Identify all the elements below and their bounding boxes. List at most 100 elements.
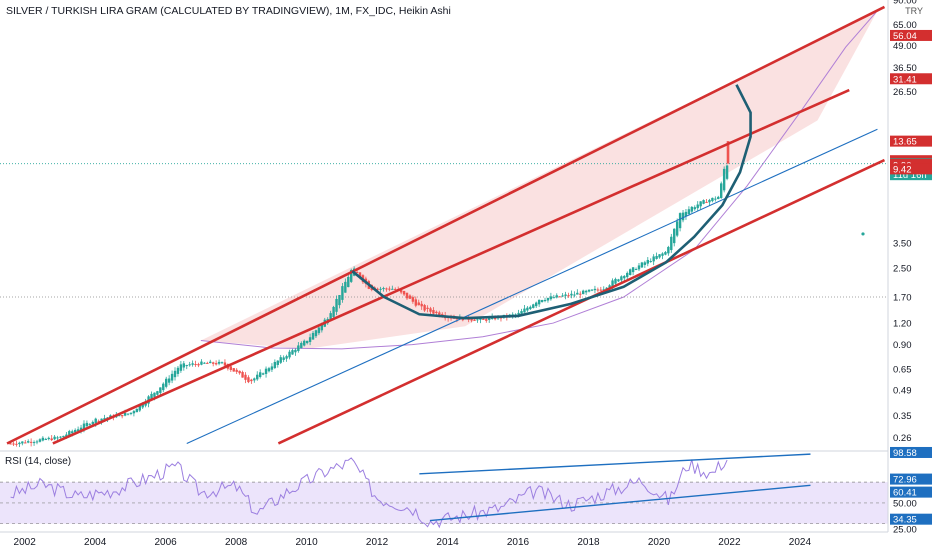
chart-title: SILVER / TURKISH LIRA GRAM (CALCULATED B…	[6, 5, 451, 17]
candle-body	[526, 307, 529, 311]
candle-body	[722, 168, 726, 191]
candle-body	[432, 310, 435, 314]
candle-body	[640, 262, 644, 268]
rsi-indicator-label[interactable]: RSI (14, close)	[5, 456, 72, 467]
candle-body	[29, 441, 33, 443]
parabola-curve	[200, 10, 878, 350]
candle-body	[103, 418, 106, 420]
candle-body	[100, 418, 103, 421]
candle-body	[138, 404, 141, 411]
candle-body	[385, 288, 388, 290]
rsi-trend-lower	[429, 484, 811, 522]
candle-body	[91, 421, 94, 425]
candle-body	[708, 199, 711, 203]
candle-body	[217, 361, 221, 364]
x-tick-label: 2022	[718, 537, 741, 548]
candle-body	[18, 442, 21, 445]
candle-body	[573, 294, 576, 296]
y-tick-label: 36.50	[893, 63, 917, 74]
candle-body	[191, 363, 194, 365]
rsi-value-label: 98.58	[893, 448, 917, 459]
candle-body	[523, 308, 526, 313]
candle-body	[250, 379, 253, 382]
candle-body	[673, 228, 676, 244]
candle-body	[646, 259, 649, 264]
rsi-value-box	[890, 473, 932, 485]
candle-body	[338, 295, 341, 306]
x-tick-label: 2004	[84, 537, 107, 548]
candle-body	[596, 289, 600, 291]
candle-body	[82, 423, 86, 429]
candle-body	[611, 280, 614, 288]
candle-body	[532, 304, 535, 308]
candle-body	[717, 196, 720, 200]
price-label: 56.04	[893, 31, 917, 42]
candle-body	[414, 299, 418, 306]
candle-body	[405, 292, 409, 299]
x-tick-label: 2012	[366, 537, 389, 548]
cup-arc	[351, 84, 752, 320]
price-label: 9.42	[893, 164, 912, 175]
candle-body	[185, 365, 188, 367]
candle-body	[681, 212, 685, 221]
candle-body	[35, 441, 39, 443]
candle-body	[203, 362, 206, 364]
candle-body	[300, 342, 303, 349]
channel-middle-line	[52, 88, 850, 445]
candle-body	[253, 378, 256, 381]
candle-body	[482, 318, 485, 320]
candle-body	[379, 288, 382, 290]
candle-body	[329, 313, 332, 322]
candle-body	[141, 403, 144, 408]
candle-body	[291, 350, 294, 355]
candle-body	[120, 415, 124, 417]
candle-body	[402, 291, 406, 295]
candle-body	[24, 442, 27, 444]
candle-body	[552, 297, 556, 299]
candle-body	[71, 431, 74, 434]
candle-body	[584, 290, 588, 293]
candle-body	[314, 330, 318, 337]
candle-body	[247, 377, 250, 383]
x-tick-label: 2018	[577, 537, 600, 548]
rsi-value-box	[890, 486, 932, 498]
trend-line	[186, 128, 878, 444]
candle-body	[617, 279, 620, 282]
x-tick-label: 2006	[154, 537, 177, 548]
candle-body	[232, 368, 235, 372]
candle-body	[320, 323, 324, 331]
candle-body	[529, 306, 532, 310]
candle-body	[590, 289, 594, 291]
candle-body	[308, 337, 312, 342]
price-label-box	[890, 29, 932, 41]
candle-body	[587, 289, 591, 292]
candle-body	[399, 289, 403, 293]
candle-body	[690, 206, 694, 212]
candle-body	[132, 411, 136, 414]
candle-body	[546, 297, 550, 301]
x-tick-label: 2002	[14, 537, 37, 548]
candle-body	[540, 300, 544, 303]
candle-body	[488, 317, 491, 320]
candle-body	[79, 427, 83, 431]
candle-body	[267, 368, 271, 372]
candle-body	[576, 292, 579, 295]
candle-body	[479, 318, 482, 320]
candle-body	[41, 437, 45, 441]
candle-body	[567, 295, 570, 297]
candle-body	[720, 183, 723, 198]
candle-body	[628, 269, 632, 275]
countdown-label: 11d 16h	[893, 170, 927, 181]
price-label-box	[890, 73, 932, 85]
candle-body	[44, 439, 48, 441]
candle-body	[599, 289, 603, 291]
candle-body	[297, 345, 300, 352]
candle-body	[211, 362, 215, 364]
candle-body	[520, 311, 523, 314]
candle-body	[684, 211, 688, 217]
candle-body	[159, 387, 162, 393]
y-tick-label: 26.50	[893, 87, 917, 98]
candle-body	[94, 418, 97, 424]
candle-body	[408, 295, 412, 299]
candle-body	[153, 392, 156, 397]
